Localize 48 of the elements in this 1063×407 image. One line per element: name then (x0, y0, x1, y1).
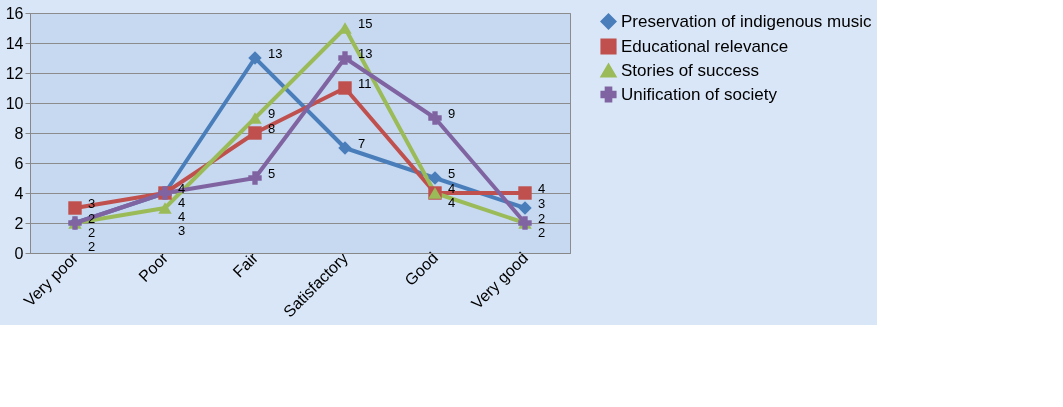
data-label: 5 (268, 166, 276, 181)
y-tick-label: 12 (5, 64, 24, 82)
data-label: 4 (538, 181, 546, 196)
data-label: 15 (358, 16, 373, 31)
point (518, 201, 532, 215)
x-tick-label: Fair (229, 248, 262, 281)
point (158, 202, 172, 214)
data-label: 2 (538, 211, 546, 226)
data-label: 9 (448, 106, 456, 121)
point (338, 22, 352, 34)
data-label: 2 (88, 225, 96, 240)
data-label: 3 (88, 196, 96, 211)
point (338, 81, 352, 95)
data-label: 13 (358, 46, 373, 61)
point (68, 201, 82, 215)
point (248, 126, 262, 140)
y-tick-label: 6 (14, 154, 24, 172)
point (338, 51, 352, 65)
data-label: 3 (538, 196, 546, 211)
data-label: 5 (448, 166, 456, 181)
y-tick-label: 2 (14, 214, 24, 232)
legend-label: Preservation of indigenous music (621, 11, 872, 31)
data-label: 2 (88, 211, 96, 226)
legend-label: Educational relevance (621, 36, 789, 56)
data-label: 7 (358, 136, 366, 151)
legend-label: Unification of society (621, 84, 778, 104)
data-label: 4 (178, 209, 186, 224)
data-label: 9 (268, 106, 276, 121)
data-label: 2 (538, 225, 546, 240)
point (248, 51, 262, 65)
y-tick-label: 10 (5, 94, 24, 112)
point (518, 186, 532, 200)
y-tick-label: 16 (5, 4, 24, 22)
data-label: 3 (178, 223, 186, 238)
data-label: 11 (358, 76, 372, 91)
y-tick-label: 4 (14, 184, 24, 202)
data-label: 13 (268, 46, 283, 61)
data-label: 2 (88, 239, 96, 254)
data-label: 4 (178, 195, 186, 210)
legend-label: Stories of success (621, 60, 759, 80)
y-tick-label: 0 (14, 244, 24, 262)
y-tick-label: 14 (5, 34, 24, 52)
point (248, 171, 262, 185)
y-tick-label: 8 (14, 124, 24, 142)
point (428, 171, 442, 185)
point (338, 141, 352, 155)
point (248, 112, 262, 124)
point (428, 111, 442, 125)
